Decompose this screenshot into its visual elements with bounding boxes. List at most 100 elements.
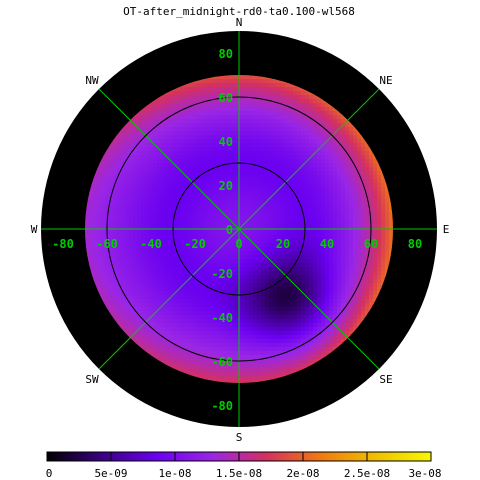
field-cell	[373, 211, 378, 216]
field-cell	[289, 327, 294, 332]
field-cell	[165, 331, 170, 336]
field-cell	[141, 295, 146, 300]
field-cell	[205, 363, 210, 368]
field-cell	[141, 247, 146, 252]
field-cell	[129, 275, 134, 280]
field-cell	[337, 143, 342, 148]
field-cell	[181, 275, 186, 280]
field-cell	[261, 83, 266, 88]
field-cell	[297, 171, 302, 176]
field-cell	[297, 303, 302, 308]
field-cell	[169, 131, 174, 136]
x-tick-label: -80	[52, 237, 74, 251]
field-cell	[221, 367, 226, 372]
field-cell	[293, 163, 298, 168]
field-cell	[117, 147, 122, 152]
field-cell	[349, 239, 354, 244]
field-cell	[241, 371, 246, 376]
field-cell	[361, 223, 366, 228]
field-cell	[317, 191, 322, 196]
field-cell	[325, 151, 330, 156]
field-cell	[253, 87, 258, 92]
field-cell	[193, 283, 198, 288]
field-cell	[285, 203, 290, 208]
field-cell	[277, 111, 282, 116]
field-cell	[369, 151, 374, 156]
field-cell	[213, 355, 218, 360]
field-cell	[105, 263, 110, 268]
field-cell	[205, 339, 210, 344]
field-cell	[249, 363, 254, 368]
field-cell	[189, 359, 194, 364]
field-cell	[261, 139, 266, 144]
field-cell	[229, 307, 234, 312]
field-cell	[289, 115, 294, 120]
field-cell	[293, 319, 298, 324]
field-cell	[321, 111, 326, 116]
field-cell	[129, 279, 134, 284]
field-cell	[173, 119, 178, 124]
field-cell	[165, 303, 170, 308]
field-cell	[277, 123, 282, 128]
field-cell	[261, 171, 266, 176]
field-cell	[233, 303, 238, 308]
field-cell	[369, 203, 374, 208]
field-cell	[121, 255, 126, 260]
field-cell	[113, 163, 118, 168]
field-cell	[305, 187, 310, 192]
field-cell	[233, 351, 238, 356]
field-cell	[281, 91, 286, 96]
field-cell	[161, 247, 166, 252]
field-cell	[289, 347, 294, 352]
field-cell	[265, 195, 270, 200]
field-cell	[93, 195, 98, 200]
field-cell	[157, 163, 162, 168]
field-cell	[293, 143, 298, 148]
field-cell	[185, 307, 190, 312]
field-cell	[361, 179, 366, 184]
field-cell	[105, 183, 110, 188]
field-cell	[193, 131, 198, 136]
field-cell	[261, 263, 266, 268]
field-cell	[365, 299, 370, 304]
field-cell	[149, 211, 154, 216]
colorbar-tick-label: 1.5e-08	[216, 467, 262, 480]
field-cell	[293, 195, 298, 200]
field-cell	[161, 251, 166, 256]
field-cell	[149, 323, 154, 328]
field-cell	[285, 87, 290, 92]
field-cell	[137, 311, 142, 316]
field-cell	[145, 219, 150, 224]
field-cell	[281, 127, 286, 132]
field-cell	[113, 283, 118, 288]
field-cell	[189, 119, 194, 124]
field-cell	[113, 251, 118, 256]
field-cell	[153, 259, 158, 264]
field-cell	[149, 275, 154, 280]
field-cell	[389, 203, 393, 208]
field-cell	[201, 311, 206, 316]
field-cell	[241, 351, 246, 356]
field-cell	[293, 203, 298, 208]
field-cell	[357, 163, 362, 168]
field-cell	[333, 155, 338, 160]
field-cell	[173, 147, 178, 152]
field-cell	[281, 267, 286, 272]
field-cell	[189, 143, 194, 148]
field-cell	[193, 371, 198, 376]
field-cell	[353, 231, 358, 236]
field-cell	[241, 327, 246, 332]
field-cell	[329, 211, 334, 216]
field-cell	[385, 211, 390, 216]
field-cell	[209, 263, 214, 268]
field-cell	[181, 167, 186, 172]
field-cell	[169, 115, 174, 120]
field-cell	[337, 283, 342, 288]
field-cell	[261, 267, 266, 272]
field-cell	[297, 195, 302, 200]
field-cell	[101, 287, 106, 292]
field-cell	[197, 159, 202, 164]
field-cell	[213, 195, 218, 200]
field-cell	[261, 131, 266, 136]
field-cell	[333, 111, 338, 116]
